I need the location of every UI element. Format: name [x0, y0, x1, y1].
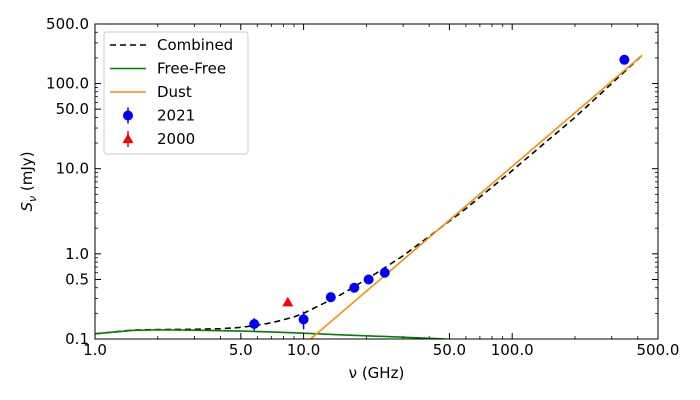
data-point-2000 — [282, 296, 294, 307]
plot-series — [95, 54, 643, 339]
x-tick-label: 5.0 — [229, 341, 253, 359]
y-tick-label: 0.5 — [65, 270, 89, 288]
y-tick-label: 50.0 — [56, 100, 89, 118]
y-axis-label-unit: (mJy) — [18, 151, 36, 195]
x-tick-label: 1.0 — [83, 341, 107, 359]
legend-label-2021: 2021 — [157, 107, 195, 125]
legend-item-2000: 2000 — [122, 130, 195, 148]
legend: Combined Free-Free Dust 2021 2000 — [103, 31, 249, 155]
legend-label-dust: Dust — [157, 83, 192, 101]
x-tick-label: 50.0 — [433, 341, 466, 359]
y-axis-label-symbol: S — [18, 202, 36, 212]
legend-box — [103, 31, 249, 155]
legend-item-combined: Combined — [110, 36, 233, 54]
data-point-2021 — [619, 54, 630, 65]
x-tick-label: 100.0 — [491, 341, 534, 359]
legend-label-combined: Combined — [157, 36, 233, 54]
data-point-2021 — [249, 319, 260, 330]
legend-marker-2021 — [123, 110, 133, 121]
legend-label-2000: 2000 — [157, 130, 195, 148]
data-point-2021 — [298, 314, 309, 325]
data-point-2021 — [325, 292, 336, 303]
series-points — [249, 54, 630, 331]
axis-ticks: 1.0 5.0 10.0 50.0 100.0 500.0 0.1 0.5 1.0 10.0 50.… — [46, 15, 679, 359]
y-tick-label: 500.0 — [46, 15, 89, 33]
legend-marker-2000 — [122, 133, 134, 144]
y-tick-label: 1.0 — [65, 245, 89, 263]
legend-items: Combined Free-Free Dust 2021 2000 — [110, 36, 233, 148]
x-tick-label: 500.0 — [637, 341, 680, 359]
legend-item-2021: 2021 — [123, 107, 195, 125]
data-point-2021 — [349, 282, 360, 293]
y-tick-label: 100.0 — [46, 75, 89, 93]
y-tick-label: 10.0 — [56, 160, 89, 178]
plot-frame — [94, 23, 659, 340]
y-tick-label: 0.1 — [65, 330, 89, 348]
x-axis-label: ν (GHz) — [349, 364, 405, 382]
y-axis-label-subscript: ν — [26, 196, 39, 202]
series-line-dust — [310, 54, 643, 339]
legend-label-free-free: Free-Free — [157, 60, 226, 78]
series-line-free-free — [95, 329, 446, 339]
data-point-2021 — [363, 274, 374, 285]
data-point-2021 — [379, 267, 390, 278]
x-tick-label: 10.0 — [287, 341, 320, 359]
y-axis-label: Sν (mJy) — [18, 151, 39, 211]
legend-item-free-free: Free-Free — [110, 60, 226, 78]
legend-item-dust: Dust — [110, 83, 192, 101]
